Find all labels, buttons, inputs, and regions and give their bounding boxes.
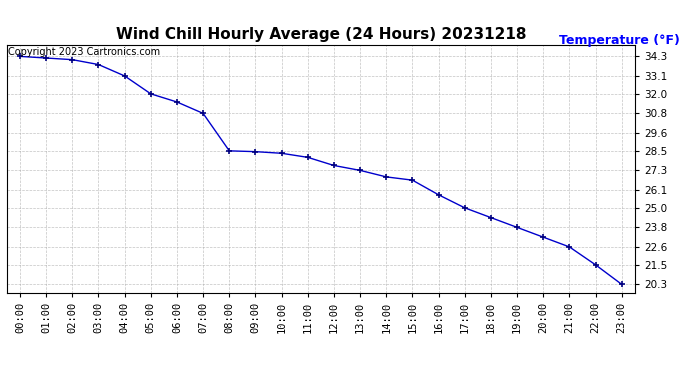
Text: Copyright 2023 Cartronics.com: Copyright 2023 Cartronics.com — [8, 48, 159, 57]
Title: Wind Chill Hourly Average (24 Hours) 20231218: Wind Chill Hourly Average (24 Hours) 202… — [116, 27, 526, 42]
Text: Temperature (°F): Temperature (°F) — [559, 34, 680, 47]
